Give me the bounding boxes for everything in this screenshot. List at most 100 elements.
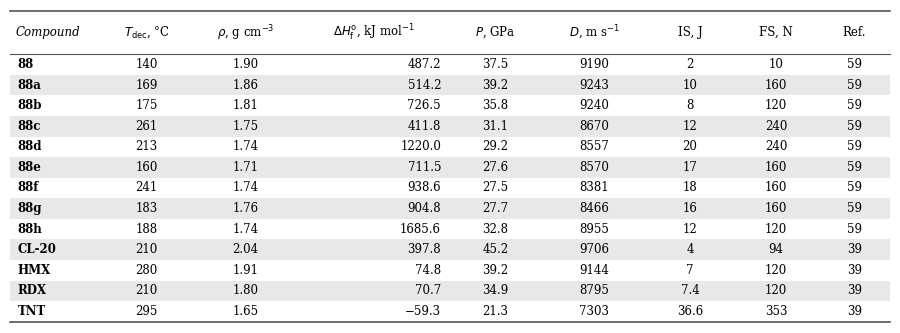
Text: 1.76: 1.76 [232,202,258,215]
Text: 726.5: 726.5 [408,99,441,112]
Text: 39: 39 [847,305,862,318]
Text: FS, N: FS, N [759,26,793,39]
Text: 120: 120 [765,284,788,297]
Text: 241: 241 [136,181,158,194]
Bar [11,157,889,178]
Text: 88g: 88g [17,202,42,215]
Text: RDX: RDX [17,284,47,297]
Text: 938.6: 938.6 [408,181,441,194]
Text: 94: 94 [769,243,783,256]
Text: 9144: 9144 [579,264,609,277]
Text: 10: 10 [769,58,783,71]
Text: 36.6: 36.6 [677,305,703,318]
Text: 9190: 9190 [579,58,609,71]
Text: 88f: 88f [17,181,39,194]
Text: 27.6: 27.6 [482,161,508,174]
Text: 210: 210 [136,284,158,297]
Text: 160: 160 [765,202,788,215]
Text: 18: 18 [683,181,698,194]
Text: 213: 213 [136,140,158,153]
Text: 711.5: 711.5 [408,161,441,174]
Text: 1.65: 1.65 [232,305,258,318]
Text: 8381: 8381 [580,181,608,194]
Text: 1.74: 1.74 [232,223,258,236]
Text: 2: 2 [687,58,694,71]
Text: 59: 59 [847,140,862,153]
Text: 88c: 88c [17,120,40,133]
Text: 9240: 9240 [579,99,609,112]
Text: 39: 39 [847,264,862,277]
Text: TNT: TNT [17,305,46,318]
Text: 31.1: 31.1 [482,120,508,133]
Text: 88b: 88b [17,99,42,112]
Bar [11,75,889,95]
Text: 1.74: 1.74 [232,140,258,153]
Text: 7303: 7303 [579,305,609,318]
Text: 59: 59 [847,161,862,174]
Text: 88h: 88h [17,223,42,236]
Text: 120: 120 [765,99,788,112]
Text: 160: 160 [765,161,788,174]
Text: Ref.: Ref. [842,26,866,39]
Text: 8: 8 [687,99,694,112]
Text: 240: 240 [765,120,788,133]
Text: 39.2: 39.2 [482,264,508,277]
Text: 487.2: 487.2 [408,58,441,71]
Text: 160: 160 [136,161,158,174]
Text: 1.74: 1.74 [232,181,258,194]
Bar [11,198,889,219]
Text: 45.2: 45.2 [482,243,508,256]
Text: 120: 120 [765,223,788,236]
Text: 59: 59 [847,120,862,133]
Text: 8557: 8557 [579,140,609,153]
Text: 29.2: 29.2 [482,140,508,153]
Text: 1220.0: 1220.0 [400,140,441,153]
Text: 59: 59 [847,79,862,92]
Text: 1685.6: 1685.6 [400,223,441,236]
Text: 295: 295 [136,305,158,318]
Text: 240: 240 [765,140,788,153]
Bar [11,281,889,301]
Text: $D$, m s$^{-1}$: $D$, m s$^{-1}$ [569,24,619,42]
Text: 39.2: 39.2 [482,79,508,92]
Text: 280: 280 [136,264,158,277]
Text: HMX: HMX [17,264,50,277]
Text: 175: 175 [136,99,158,112]
Text: 1.71: 1.71 [232,161,258,174]
Text: 39: 39 [847,243,862,256]
Text: 59: 59 [847,58,862,71]
Text: 514.2: 514.2 [408,79,441,92]
Text: 1.86: 1.86 [232,79,258,92]
Text: 8466: 8466 [579,202,609,215]
Text: 59: 59 [847,223,862,236]
Text: 35.8: 35.8 [482,99,508,112]
Text: IS, J: IS, J [678,26,702,39]
Text: 160: 160 [765,181,788,194]
Text: 88d: 88d [17,140,42,153]
Text: 169: 169 [136,79,158,92]
Text: 21.3: 21.3 [482,305,508,318]
Text: 37.5: 37.5 [482,58,508,71]
Text: 34.9: 34.9 [482,284,508,297]
Text: 39: 39 [847,284,862,297]
Text: 74.8: 74.8 [415,264,441,277]
Text: 59: 59 [847,181,862,194]
Text: $T_{\rm dec}$, °C: $T_{\rm dec}$, °C [124,25,170,41]
Text: 2.04: 2.04 [232,243,258,256]
Text: 904.8: 904.8 [408,202,441,215]
Text: 27.7: 27.7 [482,202,508,215]
Text: 8955: 8955 [579,223,609,236]
Text: 88: 88 [17,58,34,71]
Text: 210: 210 [136,243,158,256]
Text: 1.80: 1.80 [232,284,258,297]
Text: −59.3: −59.3 [405,305,441,318]
Text: 1.90: 1.90 [232,58,258,71]
Text: 397.8: 397.8 [408,243,441,256]
Text: 411.8: 411.8 [408,120,441,133]
Text: 88e: 88e [17,161,41,174]
Text: 16: 16 [682,202,698,215]
Bar [11,239,889,260]
Text: $\Delta H_{\rm f}^{\rm o}$, kJ mol$^{-1}$: $\Delta H_{\rm f}^{\rm o}$, kJ mol$^{-1}… [333,23,415,43]
Text: 353: 353 [765,305,788,318]
Text: 7: 7 [687,264,694,277]
